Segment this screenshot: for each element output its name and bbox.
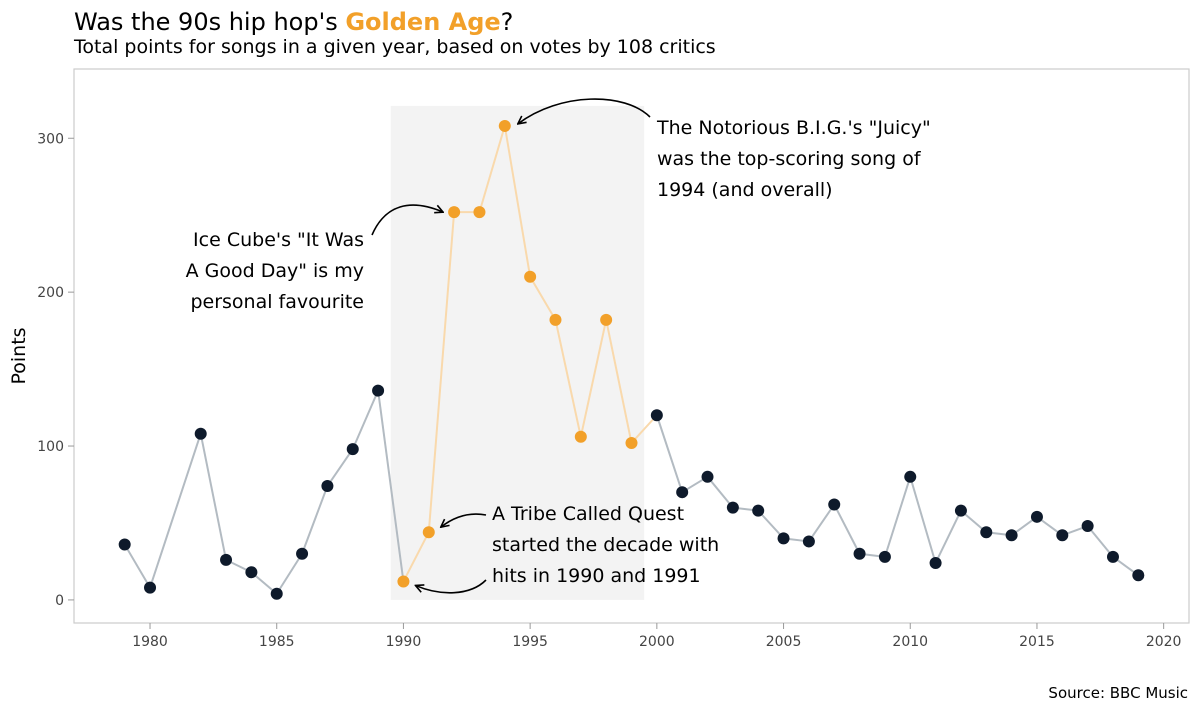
line-segment	[353, 391, 378, 449]
data-point	[651, 409, 663, 421]
line-segment	[302, 486, 327, 554]
data-point	[1006, 529, 1018, 541]
line-segment	[885, 477, 910, 557]
data-point	[1107, 551, 1119, 563]
line-segment	[201, 434, 226, 560]
x-tick-label: 2005	[766, 634, 802, 650]
x-tick-label: 1990	[386, 634, 422, 650]
x-tick-label: 1985	[259, 634, 295, 650]
data-point	[1056, 529, 1068, 541]
data-point	[727, 502, 739, 514]
data-point	[372, 385, 384, 397]
data-point	[828, 499, 840, 511]
x-tick-label: 1995	[512, 634, 548, 650]
annotation-tribe: A Tribe Called Quest started the decade w…	[492, 503, 719, 587]
data-point	[271, 588, 283, 600]
data-point	[626, 437, 638, 449]
source-caption: Source: BBC Music	[1048, 684, 1188, 702]
y-axis-label: Points	[8, 327, 30, 384]
data-point	[778, 532, 790, 544]
annotation-ice-cube: Ice Cube's "It Was A Good Day" is my perso…	[186, 229, 364, 313]
data-point	[119, 539, 131, 551]
data-point	[499, 120, 511, 132]
data-point	[347, 443, 359, 455]
data-point	[904, 471, 916, 483]
data-point	[144, 582, 156, 594]
data-point	[600, 314, 612, 326]
x-tick-label: 2015	[1019, 634, 1055, 650]
x-tick-label: 2020	[1146, 634, 1182, 650]
data-point	[397, 575, 409, 587]
line-segment	[125, 545, 150, 588]
y-tick-label: 300	[37, 131, 64, 147]
data-point	[245, 566, 257, 578]
data-point	[549, 314, 561, 326]
data-point	[473, 206, 485, 218]
data-point	[752, 505, 764, 517]
data-point	[448, 206, 460, 218]
line-segment	[277, 554, 302, 594]
data-point	[423, 526, 435, 538]
data-point	[980, 526, 992, 538]
data-point	[854, 548, 866, 560]
line-segment	[910, 477, 935, 563]
data-point	[879, 551, 891, 563]
data-point	[1031, 511, 1043, 523]
data-point	[676, 486, 688, 498]
line-segment	[809, 505, 834, 542]
data-point	[955, 505, 967, 517]
line-segment	[936, 511, 961, 563]
line-segment	[834, 505, 859, 554]
y-tick-label: 0	[55, 593, 64, 609]
data-point	[803, 535, 815, 547]
data-point	[524, 271, 536, 283]
data-point	[1082, 520, 1094, 532]
data-point	[321, 480, 333, 492]
line-segment	[657, 415, 682, 492]
data-point	[575, 431, 587, 443]
line-segment	[327, 449, 352, 486]
annotation-juicy: The Notorious B.I.G.'s "Juicy" was the to…	[656, 117, 931, 201]
data-point	[195, 428, 207, 440]
x-tick-label: 1980	[132, 634, 168, 650]
y-tick-label: 200	[37, 285, 64, 301]
x-tick-label: 2000	[639, 634, 675, 650]
x-tick-label: 2010	[892, 634, 928, 650]
data-point	[702, 471, 714, 483]
data-point	[296, 548, 308, 560]
y-tick-label: 100	[37, 439, 64, 455]
line-segment	[150, 434, 201, 588]
data-point	[220, 554, 232, 566]
data-point	[1132, 569, 1144, 581]
data-point	[930, 557, 942, 569]
